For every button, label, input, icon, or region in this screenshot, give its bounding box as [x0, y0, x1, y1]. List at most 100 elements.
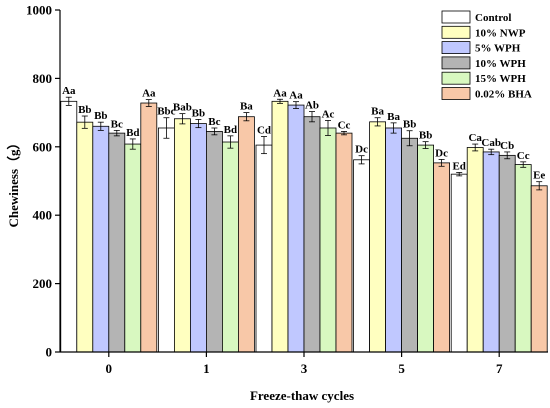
significance-label: Cab	[481, 137, 501, 149]
significance-label: Bb	[78, 104, 91, 116]
x-tick-label: 0	[106, 361, 113, 376]
legend-item: 5% WPH	[441, 41, 521, 55]
significance-label: Aa	[289, 90, 303, 102]
y-axis-ticks: 0 200 400 600 800 1000	[26, 3, 60, 360]
significance-label: Bb	[419, 130, 432, 142]
y-tick-label: 400	[33, 208, 53, 223]
significance-label: Ee	[533, 170, 545, 182]
legend-label: 10% NWP	[475, 27, 526, 39]
x-tick-label: 3	[301, 361, 308, 376]
x-tick-label: 5	[398, 361, 405, 376]
significance-label: Cd	[257, 125, 271, 137]
bar-15-wph-cycle-7	[514, 164, 532, 353]
legend-swatch	[441, 87, 471, 100]
bar-0-02-bha-cycle-1	[237, 116, 255, 353]
y-tick-label: 1000	[26, 3, 52, 18]
significance-label: Cc	[517, 150, 530, 162]
bar-0-02-bha-cycle-7	[530, 185, 548, 353]
bar-15-wph-cycle-1	[221, 141, 239, 353]
bar-10-wph-cycle-5	[401, 137, 419, 353]
bar-10-wph-cycle-1	[205, 131, 223, 353]
bar-10-nwp-cycle-1	[173, 118, 191, 353]
legend-swatch	[441, 56, 471, 70]
significance-label: Dc	[355, 144, 368, 156]
y-tick-label: 800	[33, 71, 53, 86]
bar-5-wph-cycle-0	[92, 125, 110, 353]
legend-item: 10% NWP	[441, 25, 526, 39]
bar-5-wph-cycle-7	[482, 151, 500, 353]
bar-control-cycle-0	[60, 100, 78, 353]
bar-5-wph-cycle-5	[385, 127, 403, 353]
significance-label: Bb	[192, 107, 205, 119]
legend-item: 0.02% BHA	[441, 87, 532, 101]
bar-10-nwp-cycle-3	[271, 100, 289, 353]
significance-label: Ba	[371, 106, 384, 118]
legend-label: 0.02% BHA	[475, 89, 532, 101]
legend-item: 15% WPH	[441, 71, 526, 85]
significance-label: Bb	[403, 119, 416, 131]
legend: Control 10% NWP 5% WPH 10% WPH 15% WPH 0.02% …	[441, 10, 532, 101]
significance-label: Aa	[62, 85, 76, 97]
bar-0-02-bha-cycle-3	[335, 132, 353, 353]
legend-item: 10% WPH	[441, 56, 526, 70]
bar-10-wph-cycle-0	[108, 132, 126, 353]
y-tick-label: 0	[46, 345, 53, 360]
significance-label: Dc	[435, 147, 448, 159]
significance-label: Aa	[273, 87, 287, 99]
x-tick-label: 7	[496, 361, 503, 376]
significance-label: Ac	[322, 108, 335, 120]
significance-label: Ab	[305, 100, 319, 112]
legend-swatch	[441, 10, 471, 24]
y-axis-label: Chewiness（g）	[6, 136, 21, 227]
significance-label: Ba	[240, 101, 253, 113]
significance-label: Bc	[208, 116, 220, 128]
significance-label: Ba	[387, 111, 400, 123]
significance-label: Bb	[94, 110, 107, 122]
bar-0-02-bha-cycle-0	[140, 102, 158, 353]
bar-15-wph-cycle-5	[417, 144, 435, 353]
significance-label: Bc	[111, 118, 123, 130]
legend-label: 5% WPH	[475, 43, 521, 55]
bar-control-cycle-1	[157, 127, 175, 353]
significance-label: Bd	[126, 127, 139, 139]
legend-item: Control	[441, 10, 511, 24]
significance-label: Bbc	[157, 106, 175, 118]
legend-swatch	[441, 41, 471, 54]
significance-label: Cc	[338, 119, 351, 131]
significance-label: Ed	[452, 160, 465, 172]
bar-control-cycle-7	[450, 173, 468, 353]
bar-0-02-bha-cycle-5	[433, 162, 451, 353]
x-tick-label: 1	[203, 361, 210, 376]
bar-5-wph-cycle-3	[287, 104, 305, 353]
legend-label: 15% WPH	[475, 73, 526, 85]
bar-10-nwp-cycle-7	[466, 147, 484, 353]
significance-label: Cb	[500, 140, 514, 152]
significance-label: Ca	[468, 132, 482, 144]
legend-swatch	[441, 25, 471, 39]
bar-15-wph-cycle-3	[319, 127, 337, 353]
y-tick-label: 200	[33, 276, 53, 291]
bar-10-wph-cycle-3	[303, 116, 321, 353]
bar-control-cycle-3	[255, 144, 273, 353]
bar-10-wph-cycle-7	[498, 154, 516, 353]
legend-swatch	[441, 71, 471, 85]
legend-label: 10% WPH	[475, 58, 526, 70]
bar-10-nwp-cycle-0	[76, 121, 94, 353]
significance-label: Bd	[224, 124, 237, 136]
bar-5-wph-cycle-1	[189, 123, 207, 353]
bar-control-cycle-5	[353, 159, 371, 353]
bar-15-wph-cycle-0	[124, 143, 142, 353]
significance-label: Bab	[173, 102, 192, 114]
y-tick-label: 600	[33, 139, 53, 154]
x-axis-label: Freeze-thaw cycles	[250, 388, 354, 403]
bar-10-nwp-cycle-5	[369, 121, 387, 353]
x-axis-ticks: 0 1 3 5 7	[106, 352, 503, 376]
legend-label: Control	[475, 12, 511, 24]
